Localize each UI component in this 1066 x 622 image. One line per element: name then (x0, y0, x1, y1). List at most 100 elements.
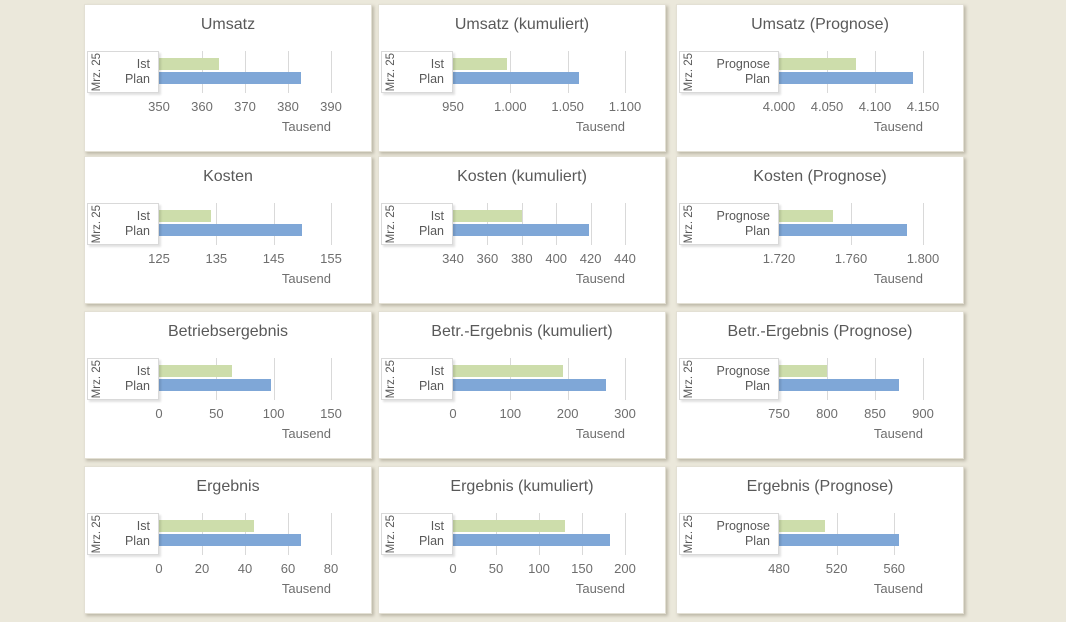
axis-tick-label: 1.760 (834, 251, 868, 266)
axis-tick-label: 1.050 (551, 99, 584, 114)
chart-card[interactable]: Umsatz (kumuliert) Mrz. 25 Ist Plan 950 1… (378, 4, 666, 152)
category-label-actual: Prognose (716, 519, 770, 533)
bar-plan (779, 379, 899, 391)
category-label-plan: Plan (418, 72, 444, 86)
category-label-actual: Prognose (716, 57, 770, 71)
bar-plan (159, 379, 272, 391)
category-labels: Ist Plan (398, 514, 452, 554)
category-label-actual: Ist (430, 364, 444, 378)
axis-tick-label: 360 (476, 251, 499, 266)
chart-title: Umsatz (Prognose) (751, 16, 889, 33)
plot-area (779, 51, 924, 93)
chart-card[interactable]: Kosten Mrz. 25 Ist Plan 125 135 145 155 Tau… (84, 156, 372, 304)
axis-unit-label: Tausend (575, 119, 625, 134)
plot-area (159, 358, 332, 400)
period-axis: Mrz. 25 (382, 359, 398, 399)
bar-prognose (779, 58, 856, 70)
period-label: Mrz. 25 (683, 52, 695, 92)
axis-tick-label: 380 (277, 99, 299, 114)
plot-area (779, 203, 924, 245)
bar-ist (159, 210, 211, 222)
axis-tick-label: 200 (614, 561, 636, 576)
bar-plan (453, 224, 589, 236)
category-label-plan: Plan (418, 379, 444, 393)
gridline (590, 203, 592, 245)
category-label-actual: Ist (430, 57, 444, 71)
axis-tick-label: 4.000 (762, 99, 796, 114)
chart-card[interactable]: Betr.-Ergebnis (Prognose) Mrz. 25 Progno… (676, 311, 964, 459)
chart-card[interactable]: Ergebnis (Prognose) Mrz. 25 Prognose Pla… (676, 466, 964, 614)
x-axis-tick-labels: 350 360 370 380 390 (148, 99, 342, 114)
period-label: Mrz. 25 (91, 52, 103, 92)
chart-title: Betr.-Ergebnis (kumuliert) (431, 323, 613, 340)
category-axis-box: Mrz. 25 Ist Plan (381, 513, 453, 555)
chart-card[interactable]: Kosten (Prognose) Mrz. 25 Prognose Plan … (676, 156, 964, 304)
bar-ist (159, 365, 233, 377)
period-label: Mrz. 25 (91, 514, 103, 554)
category-label-actual: Prognose (716, 364, 770, 378)
chart-card[interactable]: Ergebnis Mrz. 25 Ist Plan 0 20 40 60 80 Taus… (84, 466, 372, 614)
chart-card[interactable]: Betriebsergebnis Mrz. 25 Ist Plan 0 50 100… (84, 311, 372, 459)
axis-unit-label: Tausend (873, 271, 923, 286)
period-label: Mrz. 25 (683, 204, 695, 244)
period-axis: Mrz. 25 (382, 204, 398, 244)
axis-tick-label: 750 (768, 406, 790, 421)
axis-tick-label: 125 (148, 251, 170, 266)
bar-plan (159, 72, 301, 84)
period-label: Mrz. 25 (91, 359, 103, 399)
axis-tick-label: 100 (499, 406, 522, 421)
x-axis-tick-labels: 750 800 850 900 (768, 406, 934, 421)
bar-plan (453, 534, 610, 546)
axis-tick-label: 4.150 (906, 99, 940, 114)
axis-unit-label: Tausend (575, 426, 625, 441)
axis-tick-label: 200 (556, 406, 579, 421)
axis-tick-label: 850 (864, 406, 886, 421)
category-labels: Ist Plan (104, 52, 158, 92)
category-label-actual: Prognose (716, 209, 770, 223)
bar-ist (453, 365, 563, 377)
axis-tick-label: 135 (205, 251, 228, 266)
bar-ist (159, 520, 254, 532)
axis-tick-label: 520 (825, 561, 848, 576)
plot-area (453, 358, 626, 400)
category-label-plan: Plan (418, 224, 444, 238)
category-label-actual: Ist (136, 364, 150, 378)
chart-card[interactable]: Umsatz Mrz. 25 Ist Plan 350 360 370 380 390 … (84, 4, 372, 152)
bar-ist (453, 210, 522, 222)
chart-title: Ergebnis (196, 478, 260, 495)
axis-tick-label: 1.720 (762, 251, 796, 266)
axis-unit-label: Tausend (873, 119, 923, 134)
category-label-actual: Ist (136, 209, 150, 223)
category-label-plan: Plan (744, 224, 770, 238)
category-label-plan: Plan (124, 72, 150, 86)
category-axis-box: Mrz. 25 Prognose Plan (679, 51, 779, 93)
category-label-plan: Plan (124, 224, 150, 238)
axis-tick-label: 950 (442, 99, 464, 114)
chart-card[interactable]: Ergebnis (kumuliert) Mrz. 25 Ist Plan 0 5… (378, 466, 666, 614)
axis-unit-label: Tausend (873, 426, 923, 441)
gridline (923, 203, 924, 245)
chart-title: Betr.-Ergebnis (Prognose) (727, 323, 913, 340)
category-axis-box: Mrz. 25 Prognose Plan (679, 203, 779, 245)
period-label: Mrz. 25 (683, 359, 695, 399)
chart-title: Kosten (Prognose) (753, 168, 887, 185)
chart-card[interactable]: Umsatz (Prognose) Mrz. 25 Prognose Plan … (676, 4, 964, 152)
plot-area (453, 51, 626, 93)
chart-card[interactable]: Betr.-Ergebnis (kumuliert) Mrz. 25 Ist P… (378, 311, 666, 459)
plot-area (453, 203, 626, 245)
category-labels: Ist Plan (398, 52, 452, 92)
gridline (923, 51, 924, 93)
axis-tick-label: 155 (320, 251, 342, 266)
plot-area (159, 51, 332, 93)
bar-prognose (779, 520, 826, 532)
axis-tick-label: 0 (449, 561, 457, 576)
period-axis: Mrz. 25 (680, 52, 696, 92)
chart-card[interactable]: Kosten (kumuliert) Mrz. 25 Ist Plan 340 3… (378, 156, 666, 304)
category-label-plan: Plan (124, 534, 150, 548)
category-labels: Ist Plan (104, 359, 158, 399)
axis-tick-label: 4.100 (858, 99, 892, 114)
period-axis: Mrz. 25 (680, 514, 696, 554)
axis-tick-label: 100 (262, 406, 285, 421)
category-label-actual: Ist (136, 57, 150, 71)
period-label: Mrz. 25 (385, 514, 397, 554)
